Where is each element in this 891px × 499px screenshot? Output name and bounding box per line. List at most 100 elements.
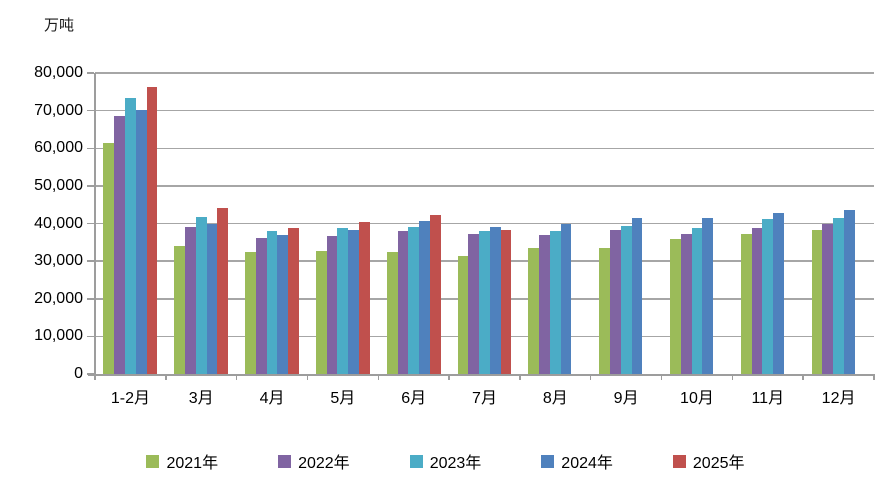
- bar-2022年-12月: [822, 224, 834, 374]
- bar-2023年-1-2月: [125, 98, 136, 374]
- bar-2021年-10月: [670, 239, 681, 374]
- gridline: [95, 109, 874, 112]
- bar-2022年-7月: [468, 234, 480, 374]
- bar-2021年-1-2月: [103, 142, 115, 374]
- bar-2024年-7月: [489, 227, 501, 374]
- y-axis-tick-label: 30,000: [34, 252, 83, 270]
- bar-2023年-11月: [762, 218, 774, 374]
- legend-label: 2024年: [561, 455, 613, 472]
- legend-item-2024年: 2024年: [541, 449, 613, 473]
- legend-swatch-icon: [409, 454, 423, 468]
- bar-2025年-4月: [288, 228, 299, 374]
- bar-2021年-8月: [528, 247, 540, 374]
- bar-2021年-5月: [315, 250, 327, 374]
- bar-2023年-10月: [691, 228, 703, 374]
- bar-2021年-4月: [245, 252, 256, 374]
- bar-2024年-10月: [702, 217, 714, 374]
- bar-2022年-3月: [185, 226, 196, 374]
- legend-item-2025年: 2025年: [672, 449, 745, 473]
- y-axis-tick-label: 70,000: [34, 101, 83, 119]
- bar-2025年-6月: [429, 214, 441, 374]
- plot-area: 0 10,000 20,000 30,000 40,000 50,000 60,000 70,…: [34, 64, 875, 407]
- y-axis-line: [94, 73, 96, 374]
- bar-2021年-11月: [740, 234, 752, 374]
- x-axis-tick: [731, 374, 734, 380]
- legend-label: 2025年: [692, 455, 745, 472]
- gridline: [95, 222, 874, 225]
- y-axis-tick: [87, 72, 94, 74]
- legend-label: 2023年: [429, 455, 482, 472]
- x-axis-label-11月: 11月: [751, 390, 785, 407]
- x-axis-label-7月: 7月: [472, 390, 497, 407]
- y-axis-tick: [87, 260, 94, 262]
- x-axis-tick: [94, 374, 96, 380]
- y-axis-tick-label: 50,000: [34, 176, 83, 194]
- bar-2025年-7月: [500, 229, 512, 374]
- bar-2021年-3月: [174, 246, 186, 374]
- bar-2023年-4月: [266, 231, 278, 374]
- gridline: [95, 147, 874, 149]
- bar-2023年-7月: [479, 231, 490, 374]
- y-axis-tick: [87, 335, 94, 338]
- gridline: [95, 185, 874, 187]
- bar-2023年-6月: [408, 226, 420, 374]
- x-axis-label-3月: 3月: [188, 390, 214, 407]
- legend-label: 2021年: [166, 455, 219, 472]
- x-axis-label-12月: 12月: [821, 390, 856, 407]
- legend-item-2023年: 2023年: [409, 449, 482, 473]
- chart-legend: 2021年 2022年 2023年 2024年 2025年: [0, 449, 891, 473]
- bar-2021年-12月: [811, 229, 823, 374]
- bar-2024年-11月: [773, 213, 784, 374]
- bar-2025年-3月: [217, 208, 229, 374]
- bar-2023年-3月: [195, 216, 207, 374]
- x-axis-line: [88, 374, 874, 376]
- bar-2022年-5月: [326, 235, 338, 374]
- legend-item-2021年: 2021年: [146, 449, 218, 473]
- y-axis-tick-label: 60,000: [34, 139, 83, 157]
- bar-2024年-6月: [419, 221, 430, 374]
- x-axis-label-8月: 8月: [542, 390, 568, 407]
- legend-swatch-icon: [672, 454, 686, 468]
- x-axis-tick: [802, 374, 804, 380]
- bar-2022年-1-2月: [114, 116, 125, 374]
- legend-label: 2022年: [298, 455, 350, 472]
- x-axis-label-10月: 10月: [680, 390, 714, 407]
- bar-2022年-9月: [609, 229, 621, 374]
- x-axis-label-1-2月: 1-2月: [110, 390, 150, 407]
- x-axis-tick: [306, 374, 309, 380]
- bar-2024年-4月: [277, 234, 289, 374]
- bar-2023年-5月: [337, 228, 349, 374]
- y-axis-tick-label: 80,000: [34, 64, 83, 81]
- bar-2022年-11月: [751, 228, 763, 374]
- bar-2022年-10月: [680, 234, 692, 374]
- bar-2023年-12月: [833, 217, 844, 374]
- y-axis-tick-label: 10,000: [34, 327, 83, 345]
- gridline: [95, 72, 874, 74]
- bar-2023年-8月: [549, 231, 561, 374]
- y-axis-tick-label: 0: [74, 365, 83, 382]
- x-axis-tick: [873, 374, 875, 380]
- legend-item-2022年: 2022年: [278, 449, 350, 473]
- y-axis-tick: [87, 185, 94, 187]
- x-axis-label-5月: 5月: [330, 390, 356, 407]
- y-axis-tick-label: 20,000: [34, 289, 83, 307]
- bar-2021年-7月: [457, 255, 469, 374]
- bar-2023年-9月: [620, 226, 632, 374]
- legend-swatch-icon: [278, 454, 292, 468]
- bar-2022年-8月: [539, 234, 550, 374]
- bar-2022年-4月: [255, 237, 267, 374]
- bar-2024年-3月: [206, 223, 218, 374]
- y-axis-tick: [87, 109, 94, 112]
- x-axis-label-4月: 4月: [259, 390, 285, 407]
- bar-2022年-6月: [397, 230, 409, 374]
- y-axis-unit-label: 万吨: [44, 17, 75, 34]
- bar-2025年-5月: [359, 221, 370, 374]
- bar-2025年-1-2月: [146, 86, 158, 374]
- x-axis-label-9月: 9月: [613, 390, 639, 407]
- y-axis-tick: [87, 298, 94, 300]
- y-axis-tick-label: 40,000: [34, 214, 83, 232]
- x-axis-tick: [519, 374, 521, 380]
- bar-2024年-8月: [560, 224, 572, 374]
- legend-swatch-icon: [146, 454, 160, 468]
